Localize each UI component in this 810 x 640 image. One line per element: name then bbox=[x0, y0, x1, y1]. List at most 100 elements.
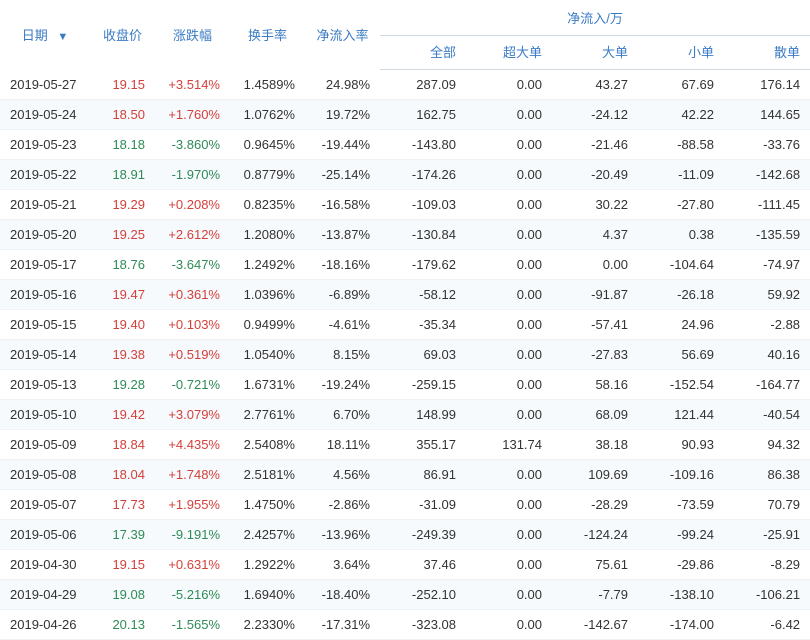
cell-net-inflow-rate: -13.87% bbox=[305, 220, 380, 250]
cell-date: 2019-05-10 bbox=[0, 400, 90, 430]
cell-date: 2019-05-17 bbox=[0, 250, 90, 280]
header-close[interactable]: 收盘价 bbox=[90, 0, 155, 70]
cell-net-inflow-rate: 6.70% bbox=[305, 400, 380, 430]
cell-date: 2019-05-09 bbox=[0, 430, 90, 460]
table-header: 日期 ▼ 收盘价 涨跌幅 换手率 净流入率 净流入/万 全部 超大单 大单 小单… bbox=[0, 0, 810, 70]
stock-flow-table: 日期 ▼ 收盘价 涨跌幅 换手率 净流入率 净流入/万 全部 超大单 大单 小单… bbox=[0, 0, 810, 640]
cell-turnover: 2.2330% bbox=[230, 610, 305, 640]
table-row: 2019-05-1619.47+0.361%1.0396%-6.89%-58.1… bbox=[0, 280, 810, 310]
cell-net-inflow-rate: -19.24% bbox=[305, 370, 380, 400]
cell-all: -35.34 bbox=[380, 310, 466, 340]
cell-change: +1.955% bbox=[155, 490, 230, 520]
cell-turnover: 0.8779% bbox=[230, 160, 305, 190]
cell-scatter: -25.91 bbox=[724, 520, 810, 550]
cell-change: -3.860% bbox=[155, 130, 230, 160]
cell-large: -21.46 bbox=[552, 130, 638, 160]
cell-xlarge: 0.00 bbox=[466, 310, 552, 340]
cell-net-inflow-rate: 8.15% bbox=[305, 340, 380, 370]
cell-change: +3.514% bbox=[155, 70, 230, 100]
cell-all: 69.03 bbox=[380, 340, 466, 370]
cell-scatter: 86.38 bbox=[724, 460, 810, 490]
cell-scatter: -135.59 bbox=[724, 220, 810, 250]
cell-date: 2019-05-07 bbox=[0, 490, 90, 520]
header-date[interactable]: 日期 ▼ bbox=[0, 0, 90, 70]
cell-close: 18.84 bbox=[90, 430, 155, 460]
cell-all: -249.39 bbox=[380, 520, 466, 550]
cell-scatter: 144.65 bbox=[724, 100, 810, 130]
cell-xlarge: 0.00 bbox=[466, 490, 552, 520]
cell-scatter: 94.32 bbox=[724, 430, 810, 460]
cell-xlarge: 0.00 bbox=[466, 520, 552, 550]
cell-turnover: 0.8235% bbox=[230, 190, 305, 220]
cell-large: 30.22 bbox=[552, 190, 638, 220]
cell-xlarge: 0.00 bbox=[466, 160, 552, 190]
cell-close: 18.04 bbox=[90, 460, 155, 490]
cell-scatter: -74.97 bbox=[724, 250, 810, 280]
cell-large: -124.24 bbox=[552, 520, 638, 550]
cell-large: 58.16 bbox=[552, 370, 638, 400]
header-sub-xlarge[interactable]: 超大单 bbox=[466, 36, 552, 70]
table-row: 2019-05-0617.39-9.191%2.4257%-13.96%-249… bbox=[0, 520, 810, 550]
cell-all: -109.03 bbox=[380, 190, 466, 220]
cell-turnover: 2.5408% bbox=[230, 430, 305, 460]
cell-all: -58.12 bbox=[380, 280, 466, 310]
header-net-inflow-rate[interactable]: 净流入率 bbox=[305, 0, 380, 70]
cell-small: 121.44 bbox=[638, 400, 724, 430]
cell-net-inflow-rate: 4.56% bbox=[305, 460, 380, 490]
cell-net-inflow-rate: -16.58% bbox=[305, 190, 380, 220]
header-turnover[interactable]: 换手率 bbox=[230, 0, 305, 70]
cell-scatter: -33.76 bbox=[724, 130, 810, 160]
table-row: 2019-05-2218.91-1.970%0.8779%-25.14%-174… bbox=[0, 160, 810, 190]
cell-scatter: -2.88 bbox=[724, 310, 810, 340]
cell-scatter: -164.77 bbox=[724, 370, 810, 400]
cell-small: 67.69 bbox=[638, 70, 724, 100]
table-row: 2019-05-1419.38+0.519%1.0540%8.15%69.030… bbox=[0, 340, 810, 370]
cell-xlarge: 131.74 bbox=[466, 430, 552, 460]
cell-turnover: 1.2492% bbox=[230, 250, 305, 280]
cell-xlarge: 0.00 bbox=[466, 280, 552, 310]
cell-all: -259.15 bbox=[380, 370, 466, 400]
cell-close: 19.25 bbox=[90, 220, 155, 250]
cell-close: 18.50 bbox=[90, 100, 155, 130]
cell-net-inflow-rate: -13.96% bbox=[305, 520, 380, 550]
header-sub-small[interactable]: 小单 bbox=[638, 36, 724, 70]
header-sub-large[interactable]: 大单 bbox=[552, 36, 638, 70]
cell-close: 18.91 bbox=[90, 160, 155, 190]
cell-scatter: -106.21 bbox=[724, 580, 810, 610]
cell-turnover: 1.4589% bbox=[230, 70, 305, 100]
cell-close: 19.42 bbox=[90, 400, 155, 430]
cell-small: 0.38 bbox=[638, 220, 724, 250]
cell-change: -1.565% bbox=[155, 610, 230, 640]
cell-small: -73.59 bbox=[638, 490, 724, 520]
header-sub-all[interactable]: 全部 bbox=[380, 36, 466, 70]
cell-net-inflow-rate: -2.86% bbox=[305, 490, 380, 520]
cell-change: -1.970% bbox=[155, 160, 230, 190]
cell-large: -57.41 bbox=[552, 310, 638, 340]
cell-all: 86.91 bbox=[380, 460, 466, 490]
cell-turnover: 0.9499% bbox=[230, 310, 305, 340]
cell-xlarge: 0.00 bbox=[466, 70, 552, 100]
header-change[interactable]: 涨跌幅 bbox=[155, 0, 230, 70]
cell-close: 17.73 bbox=[90, 490, 155, 520]
cell-small: -104.64 bbox=[638, 250, 724, 280]
header-sub-scatter[interactable]: 散单 bbox=[724, 36, 810, 70]
header-date-label: 日期 bbox=[22, 28, 48, 43]
cell-close: 19.47 bbox=[90, 280, 155, 310]
cell-large: 43.27 bbox=[552, 70, 638, 100]
cell-change: +1.748% bbox=[155, 460, 230, 490]
cell-date: 2019-05-22 bbox=[0, 160, 90, 190]
cell-all: 148.99 bbox=[380, 400, 466, 430]
cell-date: 2019-05-16 bbox=[0, 280, 90, 310]
cell-turnover: 1.6731% bbox=[230, 370, 305, 400]
cell-xlarge: 0.00 bbox=[466, 340, 552, 370]
cell-small: 24.96 bbox=[638, 310, 724, 340]
cell-date: 2019-05-24 bbox=[0, 100, 90, 130]
cell-xlarge: 0.00 bbox=[466, 190, 552, 220]
cell-date: 2019-04-30 bbox=[0, 550, 90, 580]
cell-small: -27.80 bbox=[638, 190, 724, 220]
cell-large: -28.29 bbox=[552, 490, 638, 520]
cell-large: -20.49 bbox=[552, 160, 638, 190]
cell-change: -9.191% bbox=[155, 520, 230, 550]
cell-scatter: -142.68 bbox=[724, 160, 810, 190]
table-row: 2019-05-2019.25+2.612%1.2080%-13.87%-130… bbox=[0, 220, 810, 250]
